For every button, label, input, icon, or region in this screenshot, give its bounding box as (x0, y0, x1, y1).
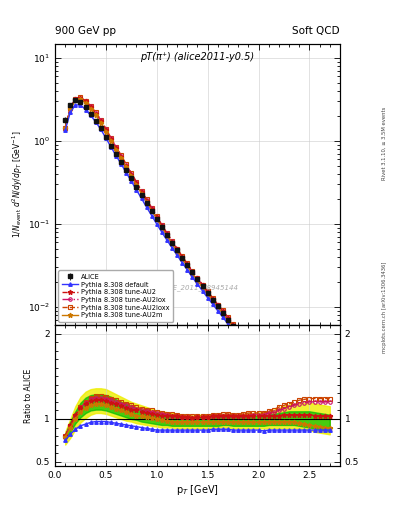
Pythia 8.308 default (302, 408, 307, 414)
Pythia 8.308 tune-AU2m (327, 434, 332, 440)
Pythia 8.308 tune-AU2lox (302, 397, 307, 403)
Pythia 8.308 tune-AU2lox (327, 423, 332, 430)
Pythia 8.308 tune-AU2loxx (302, 396, 307, 402)
Pythia 8.308 tune-AU2m (236, 330, 241, 336)
Text: pT(π⁺) (alice2011-y0.5): pT(π⁺) (alice2011-y0.5) (140, 52, 255, 62)
Pythia 8.308 tune-AU2 (139, 189, 144, 195)
Legend: ALICE, Pythia 8.308 default, Pythia 8.308 tune-AU2, Pythia 8.308 tune-AU2lox, Py: ALICE, Pythia 8.308 default, Pythia 8.30… (58, 270, 173, 322)
Pythia 8.308 tune-AU2loxx (78, 94, 83, 100)
Line: Pythia 8.308 tune-AU2loxx: Pythia 8.308 tune-AU2loxx (63, 96, 332, 427)
Pythia 8.308 default (73, 102, 78, 108)
Pythia 8.308 tune-AU2m (63, 125, 68, 132)
Pythia 8.308 tune-AU2 (220, 308, 225, 314)
Pythia 8.308 tune-AU2 (226, 315, 230, 321)
Pythia 8.308 tune-AU2loxx (220, 307, 225, 313)
Pythia 8.308 default (139, 196, 144, 202)
Pythia 8.308 tune-AU2 (78, 95, 83, 101)
X-axis label: p$_{T}$ [GeV]: p$_{T}$ [GeV] (176, 482, 219, 497)
Text: ALICE_2011_S8945144: ALICE_2011_S8945144 (157, 285, 238, 291)
Pythia 8.308 tune-AU2m (272, 371, 276, 377)
Pythia 8.308 default (236, 334, 241, 340)
Text: Soft QCD: Soft QCD (292, 26, 340, 36)
Pythia 8.308 tune-AU2 (272, 368, 276, 374)
Pythia 8.308 tune-AU2lox (272, 367, 276, 373)
Text: mcplots.cern.ch [arXiv:1306.3436]: mcplots.cern.ch [arXiv:1306.3436] (382, 262, 387, 353)
Pythia 8.308 tune-AU2 (63, 125, 68, 131)
Text: Rivet 3.1.10, ≥ 3.5M events: Rivet 3.1.10, ≥ 3.5M events (382, 106, 387, 180)
Pythia 8.308 tune-AU2m (139, 190, 144, 197)
Line: Pythia 8.308 default: Pythia 8.308 default (63, 103, 332, 440)
Pythia 8.308 tune-AU2m (220, 311, 225, 317)
Y-axis label: Ratio to ALICE: Ratio to ALICE (24, 369, 33, 422)
Pythia 8.308 tune-AU2 (327, 429, 332, 435)
Line: Pythia 8.308 tune-AU2lox: Pythia 8.308 tune-AU2lox (63, 96, 332, 428)
Pythia 8.308 tune-AU2lox (63, 125, 68, 131)
Pythia 8.308 default (327, 435, 332, 441)
Text: 900 GeV pp: 900 GeV pp (55, 26, 116, 36)
Pythia 8.308 tune-AU2loxx (226, 314, 230, 321)
Pythia 8.308 default (220, 314, 225, 321)
Y-axis label: $1/N_{\rm event}\ d^{2}N/dy/dp_{T}\ [\rm GeV^{-1}]$: $1/N_{\rm event}\ d^{2}N/dy/dp_{T}\ [\rm… (11, 131, 25, 238)
Line: Pythia 8.308 tune-AU2m: Pythia 8.308 tune-AU2m (63, 97, 332, 440)
Line: Pythia 8.308 tune-AU2: Pythia 8.308 tune-AU2 (63, 95, 332, 434)
Pythia 8.308 default (63, 127, 68, 133)
Pythia 8.308 tune-AU2m (302, 406, 307, 412)
Pythia 8.308 tune-AU2loxx (139, 187, 144, 194)
Pythia 8.308 tune-AU2lox (78, 95, 83, 101)
Pythia 8.308 tune-AU2 (302, 401, 307, 408)
Pythia 8.308 default (272, 375, 276, 381)
Pythia 8.308 tune-AU2lox (220, 308, 225, 314)
Pythia 8.308 tune-AU2lox (139, 188, 144, 195)
Pythia 8.308 tune-AU2loxx (272, 366, 276, 372)
Pythia 8.308 tune-AU2loxx (63, 125, 68, 131)
Pythia 8.308 tune-AU2loxx (236, 327, 241, 333)
Pythia 8.308 tune-AU2loxx (327, 422, 332, 428)
Pythia 8.308 tune-AU2 (236, 328, 241, 334)
Pythia 8.308 tune-AU2m (226, 317, 230, 324)
Pythia 8.308 tune-AU2m (78, 96, 83, 102)
Pythia 8.308 tune-AU2lox (236, 328, 241, 334)
Pythia 8.308 tune-AU2lox (226, 315, 230, 321)
Pythia 8.308 default (226, 321, 230, 327)
